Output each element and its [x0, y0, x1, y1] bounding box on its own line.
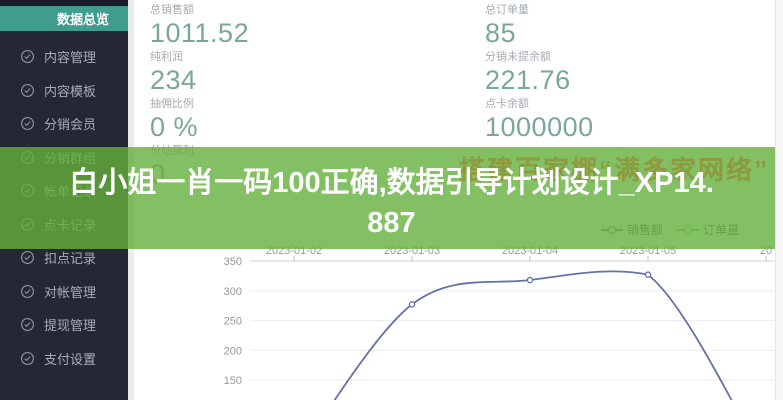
check-circle-icon	[21, 251, 34, 265]
check-circle-icon	[21, 318, 34, 332]
sidebar-item-label: 分销会员	[44, 117, 97, 133]
sidebar-item-payment-settings[interactable]: 支付设置	[0, 342, 128, 376]
check-circle-icon	[21, 351, 34, 365]
stat-value: 0 %	[150, 112, 199, 142]
stat-value: 1000000	[485, 112, 594, 142]
y-axis-label: 200	[224, 345, 242, 357]
stat-left-1: 纯利润 234	[150, 51, 249, 95]
stats-column-right: 总订单量 85 分销未提余额 221.76 点卡余额 1000000	[485, 4, 594, 145]
sidebar-item-deduct-record[interactable]: 扣点记录	[0, 241, 128, 275]
stat-value: 1011.52	[150, 18, 250, 48]
sidebar-item-label: 数据总览	[57, 12, 110, 27]
data-point-marker[interactable]	[408, 301, 416, 308]
sidebar-item-label: 内容模板	[44, 83, 97, 99]
sidebar-item-label: 支付设置	[44, 351, 97, 367]
data-point-marker[interactable]	[644, 271, 652, 278]
stat-label: 总订单量	[485, 4, 529, 16]
sidebar-item-label: 内容管理	[44, 50, 97, 66]
stat-left-0: 总销售额 1011.52	[150, 4, 249, 48]
sidebar-item-label: 扣点记录	[44, 251, 97, 267]
y-axis-label: 150	[224, 375, 242, 387]
banner-title-line1: 白小姐一肖一码100正确,数据引导计划设计_XP14.	[69, 167, 714, 199]
y-axis-label: 350	[224, 256, 242, 268]
check-circle-icon	[21, 284, 34, 298]
stat-value: 234	[150, 65, 197, 95]
check-circle-icon	[21, 50, 34, 64]
stat-label: 纯利润	[150, 51, 183, 63]
stat-label: 分销未提余额	[485, 51, 551, 63]
stat-left-2: 抽佣比例 0 %	[150, 98, 249, 142]
sidebar-item-content-manage[interactable]: 内容管理	[0, 40, 128, 74]
stat-value: 221.76	[485, 65, 571, 95]
promo-banner[interactable]: 搭建百家棚“满多家网络” 白小姐一肖一码100正确,数据引导计划设计_XP14.…	[0, 147, 783, 249]
stat-label: 总销售额	[150, 4, 194, 16]
stat-right-1: 分销未提余额 221.76	[485, 51, 594, 95]
sidebar-item-dist-member[interactable]: 分销会员	[0, 107, 128, 141]
promo-banner-background	[0, 147, 783, 249]
sidebar-item-label: 提现管理	[44, 318, 97, 334]
data-point-marker[interactable]	[526, 276, 534, 284]
stat-right-0: 总订单量 85	[485, 4, 594, 48]
sidebar-item-withdraw-manage[interactable]: 提现管理	[0, 308, 128, 342]
stat-value: 85	[485, 18, 517, 48]
check-circle-icon	[21, 83, 34, 97]
y-axis-label: 250	[224, 316, 242, 328]
sidebar-item-reconcile-manage[interactable]: 对帐管理	[0, 275, 128, 309]
sidebar-item-label: 对帐管理	[44, 284, 97, 300]
watermark-text: 搭建百家棚“满多家网络”	[458, 155, 769, 185]
check-circle-icon	[21, 117, 34, 131]
banner-title: 白小姐一肖一码100正确,数据引导计划设计_XP14. 887	[0, 147, 783, 243]
sidebar-top-strip	[0, 0, 128, 6]
sidebar-item-content-template[interactable]: 内容模板	[0, 74, 128, 108]
stat-label: 抽佣比例	[150, 98, 194, 110]
banner-title-line2: 887	[367, 207, 416, 239]
sidebar-item-data-overview[interactable]: 数据总览	[0, 6, 128, 31]
stat-label: 点卡余额	[485, 98, 529, 110]
y-axis-label: 300	[224, 286, 242, 298]
page-scrollbar[interactable]	[775, 0, 783, 400]
stat-right-2: 点卡余额 1000000	[485, 98, 594, 142]
